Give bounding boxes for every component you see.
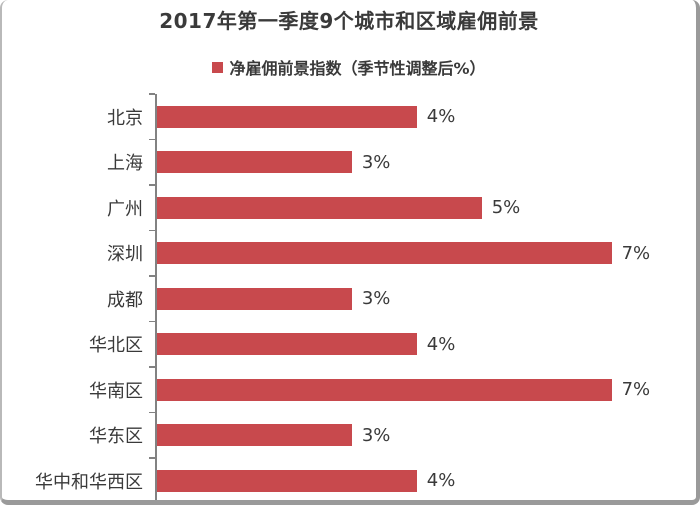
value-label: 7% [621,242,651,264]
chart-title: 2017年第一季度9个城市和区域雇佣前景 [159,9,539,33]
category-label: 成都 [107,289,143,311]
bar [157,333,417,356]
bar-area: 3% [149,411,696,458]
value-label: 3% [361,424,391,446]
category-label: 华中和华西区 [35,471,143,493]
bar-row: 北京 4% [2,93,696,140]
value-label: 7% [621,379,651,401]
bar-area: 4% [149,457,696,500]
bar-row: 上海 3% [2,138,696,185]
bar [157,469,417,492]
bar-row: 广州 5% [2,184,696,231]
bar [157,424,352,447]
bar-row: 华南区 7% [2,366,696,413]
legend: 净雇佣前景指数（季节性调整后%） [2,55,696,79]
bar [157,105,417,128]
bar-area: 3% [149,138,696,185]
bar [157,378,612,401]
category-label: 上海 [107,153,143,175]
value-label: 5% [491,197,521,219]
bar-row: 华中和华西区 4% [2,457,696,500]
category-label: 华北区 [89,335,143,357]
bar [157,287,352,310]
legend-square-icon [212,61,224,73]
value-label: 4% [426,333,456,355]
bar-area: 4% [149,93,696,140]
bar-row: 华北区 4% [2,320,696,367]
bar-area: 7% [149,229,696,276]
value-label: 4% [426,106,456,128]
value-label: 3% [361,288,391,310]
bar [157,151,352,174]
bar-area: 3% [149,275,696,322]
legend-label: 净雇佣前景指数（季节性调整后%） [229,59,486,78]
bar-row: 深圳 7% [2,229,696,276]
bar [157,196,482,219]
category-label: 华南区 [89,380,143,402]
category-label: 华东区 [89,426,143,448]
bar-area: 7% [149,366,696,413]
bar-chart: 北京 4% 上海 3% 广州 5% 深圳 7% [2,93,696,500]
category-label: 北京 [107,107,143,129]
value-label: 3% [361,151,391,173]
bar-row: 华东区 3% [2,411,696,458]
value-label: 4% [426,470,456,492]
bar-area: 5% [149,184,696,231]
bar-row: 成都 3% [2,275,696,322]
bar [157,242,612,265]
category-label: 深圳 [107,244,143,266]
bar-area: 4% [149,320,696,367]
category-label: 广州 [107,198,143,220]
